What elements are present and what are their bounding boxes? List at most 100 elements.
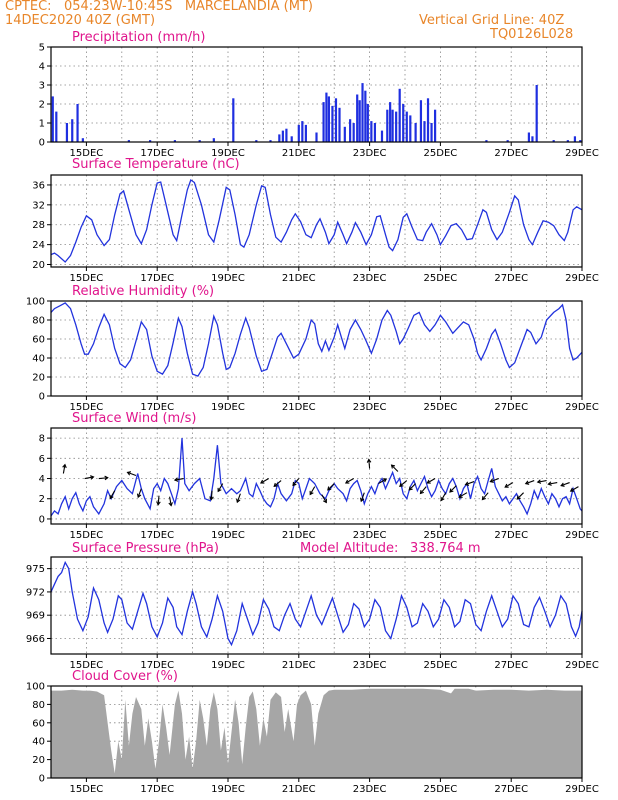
- wind-arrow: [217, 483, 224, 493]
- wind-arrow: [440, 492, 447, 502]
- precip-bar: [325, 92, 328, 142]
- x-tick-label: 21DEC: [282, 402, 316, 413]
- wind-arrow: [209, 490, 214, 501]
- y-tick-label: 20: [32, 755, 45, 766]
- precip-bar: [76, 104, 79, 142]
- y-tick-label: 2: [39, 494, 45, 505]
- y-tick-label: 60: [32, 718, 45, 729]
- wind-arrow: [481, 492, 489, 501]
- x-tick-label: 29DEC: [565, 784, 599, 795]
- wind-arrow: [260, 478, 269, 484]
- precip-bar: [232, 98, 235, 142]
- x-tick-label: 23DEC: [353, 530, 387, 541]
- precip-bar: [506, 140, 509, 142]
- precip-bar: [386, 109, 389, 142]
- y-tick-label: 975: [26, 564, 45, 575]
- x-tick-label: 17DEC: [140, 273, 174, 284]
- precip-bar: [579, 140, 582, 142]
- x-tick-label: 29DEC: [565, 530, 599, 541]
- model-altitude-label: Model Altitude:: [300, 541, 398, 556]
- wind-arrow: [126, 471, 137, 477]
- precip-bar: [281, 130, 284, 142]
- precip-bar: [409, 115, 412, 142]
- pressure-frame: [50, 556, 583, 655]
- y-tick-label: 4: [39, 474, 45, 485]
- precip-bar: [389, 102, 392, 142]
- precip-bar: [127, 140, 130, 142]
- pressure-panel: 966 969 972 975 15DEC 17DEC 19DEC 21DEC 23DEC 25D…: [26, 541, 599, 671]
- temp-series-line: [50, 178, 583, 263]
- precip-bar: [573, 136, 577, 142]
- wind-series-line: [50, 438, 583, 517]
- precip-bar: [414, 123, 417, 142]
- cloud-panel: 0 20 40 60 80 100 15DEC 17DEC 19DEC 21DEC 23DEC 25D…: [26, 669, 599, 795]
- wind-arrow: [98, 475, 109, 481]
- rh-series-line: [50, 302, 583, 377]
- x-tick-label: 23DEC: [353, 402, 387, 413]
- y-tick-label: 20: [32, 260, 45, 271]
- x-tick-label: 25DEC: [424, 784, 458, 795]
- wind-arrow: [399, 480, 408, 488]
- header-run: 14DEC2020 40Z (GMT): [5, 13, 156, 28]
- x-tick-label: 23DEC: [353, 660, 387, 671]
- x-tick-label: 17DEC: [140, 660, 174, 671]
- x-tick-label: 27DEC: [494, 660, 528, 671]
- header-model-code: TQ0126L028: [490, 27, 574, 42]
- wind-arrow: [408, 483, 417, 491]
- precip-bar: [297, 124, 300, 142]
- x-tick-label: 25DEC: [424, 273, 458, 284]
- precip-panel: 0 1 2 3 4 5 15DEC 17DEC 19DEC 21DEC 23DEC 25DEC 27DE…: [39, 30, 599, 159]
- precip-bar: [402, 104, 405, 142]
- precip-bar: [391, 109, 394, 142]
- x-tick-label: 27DEC: [494, 530, 528, 541]
- precip-bar: [370, 121, 373, 142]
- wind-arrow: [449, 485, 457, 493]
- precip-bar: [373, 123, 377, 142]
- rh-frame: [50, 300, 583, 397]
- precip-bar: [343, 126, 346, 142]
- model-altitude-value: 338.764 m: [410, 541, 481, 556]
- y-tick-label: 80: [32, 700, 45, 711]
- precip-bar: [290, 136, 293, 142]
- precip-bar: [535, 85, 538, 142]
- wind-arrow: [524, 480, 535, 485]
- y-tick-label: 3: [39, 81, 45, 92]
- precip-bar: [269, 140, 272, 142]
- precip-bar: [81, 138, 84, 142]
- precip-bar: [566, 140, 569, 142]
- y-tick-label: 6: [39, 454, 45, 465]
- x-tick-label: 19DEC: [211, 784, 245, 795]
- x-tick-label: 23DEC: [353, 784, 387, 795]
- wind-arrow: [359, 492, 365, 503]
- x-tick-label: 23DEC: [353, 273, 387, 284]
- header-location: MARCELANDIA (MT): [184, 0, 313, 14]
- y-tick-label: 60: [32, 335, 45, 346]
- precip-bar: [419, 100, 423, 142]
- precip-bar: [430, 123, 433, 142]
- y-tick-label: 972: [26, 587, 45, 598]
- x-tick-label: 15DEC: [70, 660, 104, 671]
- x-tick-label: 23DEC: [353, 148, 387, 159]
- x-tick-label: 27DEC: [494, 273, 528, 284]
- y-tick-label: 80: [32, 316, 45, 327]
- wind-arrow: [62, 463, 67, 474]
- y-tick-label: 5: [39, 43, 45, 54]
- y-tick-label: 4: [39, 62, 45, 73]
- temp-panel: 20 24 28 32 36 15DEC 17DEC 19DEC 21DEC 23DEC 25DEC…: [32, 157, 599, 284]
- precip-bar: [51, 96, 54, 142]
- precip-bar: [358, 100, 361, 142]
- wind-arrow: [273, 480, 282, 488]
- precip-bar: [149, 140, 152, 142]
- precip-bar: [485, 140, 488, 142]
- precip-bar: [395, 111, 398, 142]
- x-tick-label: 29DEC: [565, 273, 599, 284]
- wind-arrow: [390, 464, 399, 472]
- precip-bar: [301, 121, 304, 142]
- wind-arrow: [378, 478, 388, 485]
- precip-bar: [531, 136, 534, 142]
- precip-bar: [405, 111, 408, 142]
- precip-bar: [552, 140, 555, 142]
- precip-bar: [55, 111, 58, 142]
- precip-bar: [255, 140, 258, 142]
